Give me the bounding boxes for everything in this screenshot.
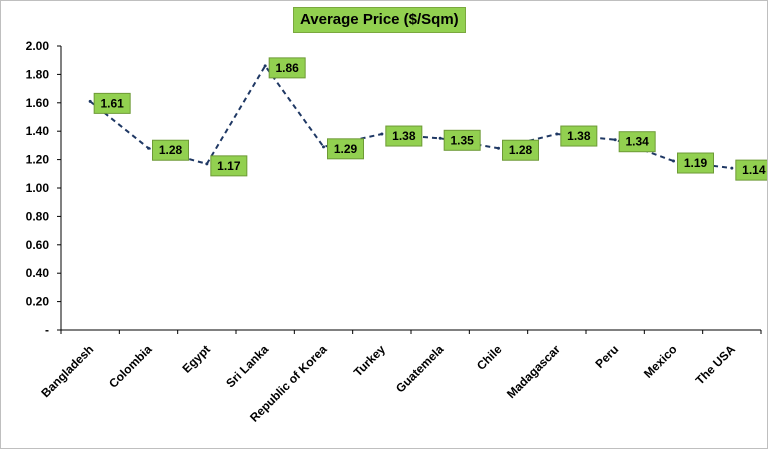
- x-tick-label: Peru: [593, 342, 622, 371]
- y-tick-label: 0.40: [26, 266, 50, 280]
- data-label: 1.61: [93, 92, 131, 114]
- data-point: [322, 145, 325, 149]
- y-tick-label: 0.20: [26, 295, 50, 309]
- axes: [60, 46, 761, 331]
- data-label-box: [385, 125, 423, 147]
- x-tick-label: Chile: [474, 342, 505, 373]
- data-label-box: [502, 139, 539, 161]
- y-tick-label: 1.00: [26, 181, 50, 195]
- data-label-box: [560, 125, 598, 147]
- series-line-group: [88, 64, 734, 170]
- data-label-text: 1.28: [159, 143, 183, 157]
- x-tick-label: Guatemela: [393, 342, 447, 396]
- y-tick-label: 1.60: [26, 96, 50, 110]
- data-label-text: 1.86: [275, 61, 299, 75]
- y-tick-label: 1.80: [26, 67, 50, 81]
- data-label-box: [327, 138, 364, 160]
- data-label-text: 1.35: [450, 133, 474, 147]
- data-label: 1.29: [327, 138, 364, 160]
- y-tick-label: 1.20: [26, 153, 50, 167]
- data-label: 1.14: [735, 159, 767, 181]
- data-point: [497, 146, 500, 150]
- data-point: [205, 162, 209, 166]
- data-label-text: 1.14: [742, 163, 766, 177]
- data-label-box: [677, 152, 714, 174]
- x-tick-label: Colombia: [106, 342, 155, 391]
- x-tick-label: Madagascar: [504, 342, 563, 401]
- x-tick-label: Egypt: [179, 342, 212, 375]
- data-label-box: [268, 57, 306, 79]
- x-tick-label: Mexico: [641, 342, 680, 381]
- data-label-box: [152, 139, 189, 161]
- data-point: [263, 64, 267, 68]
- x-tick-label: The USA: [693, 342, 738, 387]
- data-point: [613, 138, 617, 142]
- y-axis-ticks: - 0.20 0.40 0.60 0.80 1.00 1.20 1.40 1.60 1.80 2.0…: [26, 39, 61, 337]
- data-label-text: 1.28: [509, 143, 533, 157]
- data-label: 1.38: [560, 125, 598, 147]
- data-label-text: 1.38: [567, 129, 591, 143]
- data-label: 1.34: [618, 131, 656, 153]
- data-label: 1.38: [385, 125, 423, 147]
- x-tick-label: Sri Lanka: [223, 342, 271, 390]
- data-label: 1.17: [210, 155, 248, 177]
- y-tick-label: 2.00: [26, 39, 50, 53]
- y-tick-label: -: [45, 323, 49, 337]
- data-label-text: 1.61: [100, 96, 124, 110]
- data-label: 1.86: [268, 57, 306, 79]
- data-label: 1.28: [152, 139, 189, 161]
- data-point: [147, 146, 150, 150]
- data-labels: 1.61 1.28 1.17 1.86 1.29 1.38 1.35 1.28 1.38 1.34…: [93, 57, 767, 181]
- data-label: 1.35: [443, 129, 481, 151]
- data-label-text: 1.29: [334, 142, 358, 156]
- y-tick-label: 0.80: [26, 209, 50, 223]
- x-tick-label: Turkey: [351, 342, 388, 379]
- y-tick-label: 1.40: [26, 124, 50, 138]
- data-label-text: 1.19: [684, 156, 708, 170]
- data-label-text: 1.34: [625, 135, 649, 149]
- data-label-text: 1.17: [217, 159, 241, 173]
- data-point: [730, 166, 734, 170]
- x-axis-ticks: Bangladesh Colombia Egypt Sri LankaRepublic…: [38, 330, 762, 425]
- data-point: [555, 132, 559, 136]
- data-label-box: [735, 159, 767, 181]
- y-tick-label: 0.60: [26, 238, 50, 252]
- data-label-box: [618, 131, 656, 153]
- data-label-box: [93, 92, 131, 114]
- data-point: [380, 132, 384, 136]
- data-point: [438, 136, 442, 140]
- data-point: [88, 99, 92, 103]
- chart-title: Average Price ($/Sqm): [293, 7, 466, 33]
- data-label-box: [443, 129, 481, 151]
- data-label-box: [210, 155, 248, 177]
- x-tick-label: Bangladesh: [38, 342, 96, 400]
- data-label-text: 1.38: [392, 129, 416, 143]
- data-point: [672, 159, 675, 163]
- data-label: 1.19: [677, 152, 714, 174]
- data-label: 1.28: [502, 139, 539, 161]
